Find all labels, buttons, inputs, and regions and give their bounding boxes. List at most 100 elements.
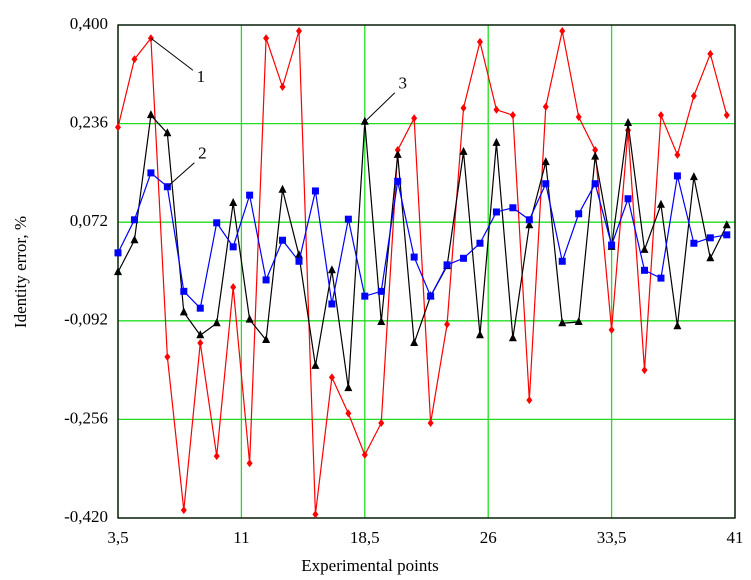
marker (312, 510, 319, 519)
marker (591, 151, 600, 160)
y-tick-label: 0,400 (70, 14, 108, 33)
marker (246, 459, 253, 468)
marker (344, 215, 352, 223)
marker (723, 231, 731, 239)
marker (673, 172, 681, 180)
series-label: 2 (198, 144, 207, 163)
marker (114, 249, 122, 257)
marker (262, 335, 271, 344)
marker (509, 111, 516, 120)
series-line (117, 171, 727, 310)
marker (213, 219, 221, 227)
y-tick-label: -0,256 (64, 408, 108, 427)
marker (295, 257, 303, 265)
marker (641, 266, 649, 274)
marker (115, 123, 121, 132)
marker (476, 37, 483, 46)
marker (674, 150, 681, 159)
marker (212, 318, 221, 327)
marker (526, 396, 533, 405)
marker (427, 419, 434, 428)
marker (542, 102, 549, 111)
marker (394, 177, 402, 185)
marker (328, 300, 336, 308)
marker (460, 103, 467, 112)
marker (295, 27, 302, 36)
series-label: 1 (197, 67, 206, 86)
marker (591, 180, 599, 188)
marker (444, 320, 451, 329)
marker (723, 111, 730, 120)
marker (624, 195, 632, 203)
marker (559, 27, 566, 36)
marker (130, 235, 139, 244)
marker (475, 330, 484, 339)
marker (608, 325, 615, 334)
marker (147, 169, 155, 177)
marker (230, 283, 237, 292)
marker (690, 91, 697, 100)
marker (360, 116, 369, 125)
marker (213, 452, 220, 461)
marker (262, 276, 270, 284)
x-tick-label: 3,5 (107, 528, 128, 547)
leader-line (150, 37, 194, 71)
marker (509, 204, 517, 212)
y-tick-label: -0,420 (64, 507, 108, 526)
marker (229, 243, 237, 251)
marker (689, 172, 698, 181)
marker (278, 184, 287, 193)
x-tick-label: 18,5 (350, 528, 380, 547)
marker (542, 180, 550, 188)
marker (377, 287, 385, 295)
marker (640, 244, 649, 253)
marker (410, 253, 418, 261)
marker (180, 287, 188, 295)
marker (279, 82, 286, 91)
marker (558, 257, 566, 265)
marker (525, 216, 533, 224)
marker (378, 419, 385, 428)
marker (328, 373, 335, 382)
marker (311, 187, 319, 195)
marker (180, 506, 187, 515)
marker (707, 49, 714, 58)
marker (492, 137, 501, 146)
marker (575, 210, 583, 218)
marker (197, 339, 204, 348)
marker (493, 105, 500, 114)
series-line (117, 30, 728, 515)
marker (361, 450, 368, 459)
marker (377, 317, 386, 326)
x-tick-label: 26 (480, 528, 497, 547)
marker (393, 149, 402, 158)
leader-line (364, 92, 396, 123)
marker (657, 274, 665, 282)
marker (294, 250, 303, 259)
series-label: 3 (399, 74, 408, 93)
marker (460, 254, 468, 262)
marker (179, 307, 188, 316)
marker (344, 383, 353, 392)
marker (574, 317, 583, 326)
leader-line (167, 162, 195, 188)
marker (492, 208, 500, 216)
y-axis-title: Identity error, % (11, 216, 30, 328)
marker (608, 241, 616, 249)
marker (164, 352, 171, 361)
marker (361, 292, 369, 300)
x-tick-label: 11 (233, 528, 249, 547)
marker (508, 333, 517, 342)
x-axis-title: Experimental points (301, 556, 438, 575)
marker (196, 330, 205, 339)
marker (279, 236, 287, 244)
marker (114, 267, 122, 276)
marker (558, 318, 567, 327)
marker (263, 34, 270, 43)
marker (163, 128, 172, 137)
marker (706, 234, 714, 242)
y-tick-label: 0,236 (70, 113, 108, 132)
marker (525, 220, 534, 229)
marker (673, 321, 682, 330)
marker (311, 360, 320, 369)
